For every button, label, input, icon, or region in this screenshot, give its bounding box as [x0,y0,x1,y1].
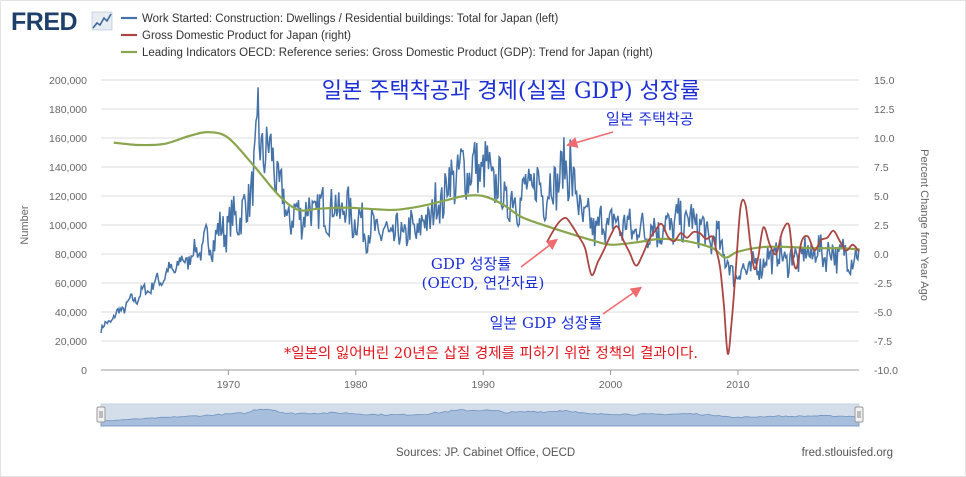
site-url[interactable]: fred.stlouisfed.org [802,447,893,459]
series-oecd-gdp-trend [113,131,860,259]
y-right-axis-title: Percent Change from Year Ago [918,149,930,301]
y-left-tick-label: 140,000 [49,162,87,174]
y-right-tick-label: -5.0 [874,307,892,319]
y-left-tick-label: 0 [81,365,87,377]
legend-label-3: Leading Indicators OECD: Reference serie… [142,47,653,59]
legend: Work Started: Construction: Dwellings / … [121,13,653,59]
y-right-tick-label: -10.0 [874,365,898,377]
y-left-tick-label: 160,000 [49,133,87,145]
y-left-axis-title: Number [19,205,31,244]
y-left-tick-label: 120,000 [49,191,87,203]
x-tick-label: 1980 [344,379,368,391]
range-navigator[interactable] [96,403,864,427]
y-left-tick-label: 60,000 [55,278,87,290]
x-tick-label: 1990 [472,379,496,391]
series-housing-starts [100,87,860,334]
arrow-oecd-gdp [520,238,558,268]
arrow-housing-starts [566,131,614,148]
legend-label-2: Gross Domestic Product for Japan (right) [142,30,351,42]
y-left-tick-label: 100,000 [49,220,87,232]
fred-logo-graph-icon [91,11,113,31]
annotation-housing-starts: 일본 주택착공 [606,110,694,128]
series-layer [100,87,860,355]
navigator-series-area [100,408,860,427]
y-right-tick-label: 10.0 [874,133,895,145]
annotation-lost-decades-note: *일본의 잃어버린 20년은 삽질 경제를 피하기 위한 정책의 결과이다. [284,345,698,362]
y-right-tick-label: 0.0 [874,249,889,261]
x-tick-label: 2010 [726,379,750,391]
chart-title-annotation: 일본 주택착공과 경제(실질 GDP) 성장률 [322,79,701,104]
navigator-left-handle[interactable] [96,406,106,423]
fred-logo-text: FRED [11,8,77,36]
series-gdp-growth [546,198,860,355]
annotation-gdp-growth: GDP 성장률 [431,255,511,273]
y-right-tick-label: 15.0 [874,75,895,87]
sources-text: Sources: JP. Cabinet Office, OECD [396,447,575,459]
y-right-tick-label: -7.5 [874,336,892,348]
annotation-japan-gdp-growth: 일본 GDP 성장률 [490,314,603,332]
annotation-oecd-annual: (OECD, 연간자료) [422,274,545,292]
y-left-tick-label: 20,000 [55,336,87,348]
y-left-tick-label: 40,000 [55,307,87,319]
y-right-tick-label: 5.0 [874,191,889,203]
x-tick-label: 2000 [599,379,623,391]
legend-label-1: Work Started: Construction: Dwellings / … [142,13,558,25]
y-left-tick-label: 80,000 [55,249,87,261]
gridlines [101,79,859,371]
y-right-tick-label: -2.5 [874,278,892,290]
y-left-tick-label: 180,000 [49,104,87,116]
axes: 0 20,000 40,000 60,000 80,000 100,000 120,000 1… [19,75,930,391]
arrow-japan-gdp [602,286,643,315]
navigator-right-handle[interactable] [854,406,864,423]
y-right-tick-label: 12.5 [874,104,895,116]
x-tick-label: 1970 [217,379,241,391]
y-left-tick-label: 200,000 [49,75,87,87]
fred-logo[interactable]: FRED [11,8,113,36]
y-right-tick-label: 2.5 [874,220,889,232]
y-right-tick-label: 7.5 [874,162,889,174]
